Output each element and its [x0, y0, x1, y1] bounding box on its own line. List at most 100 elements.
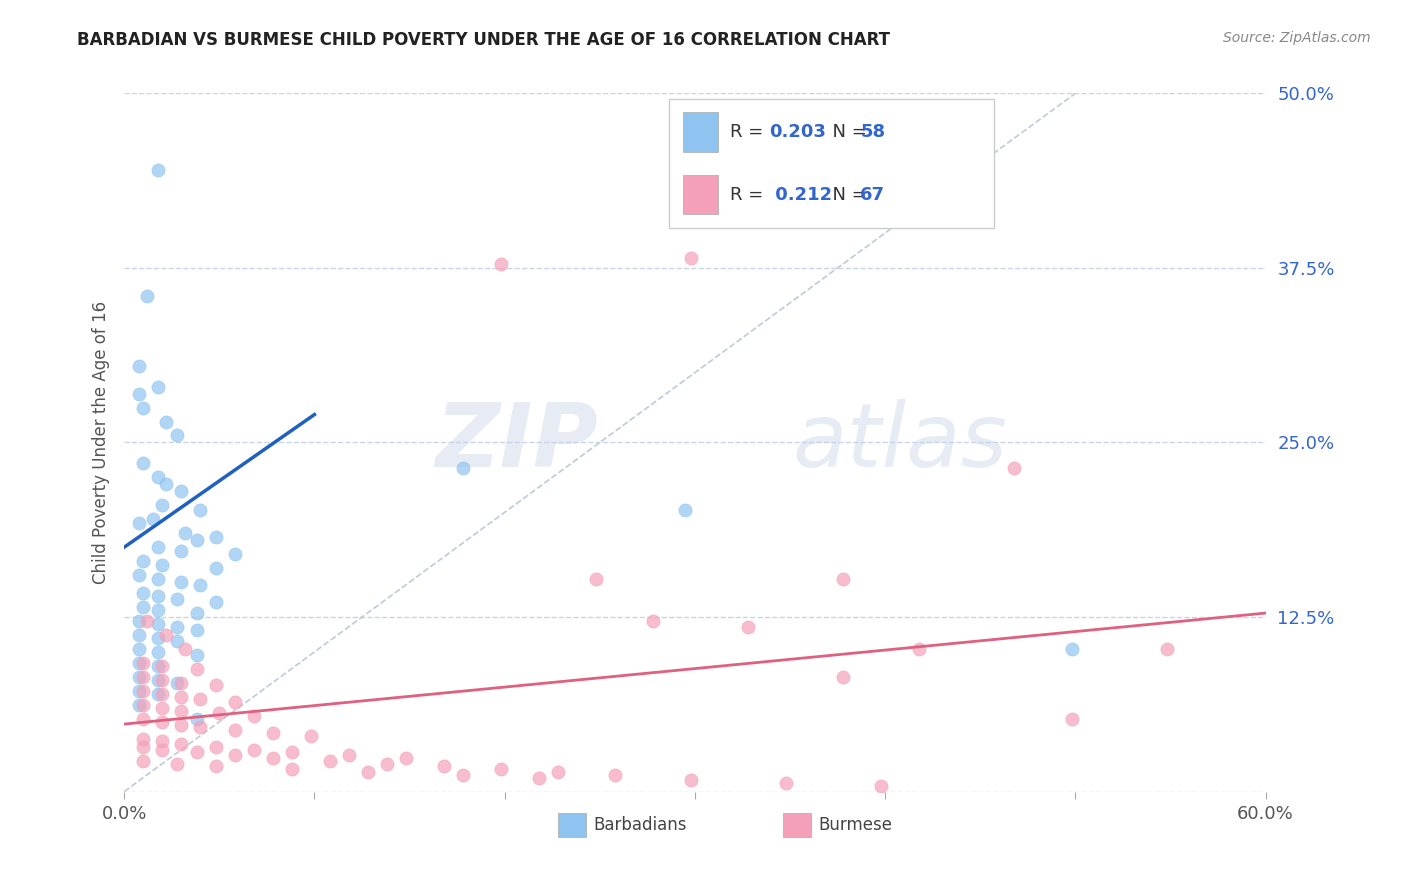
Point	[603, 768, 626, 782]
Text: BARBADIAN VS BURMESE CHILD POVERTY UNDER THE AGE OF 16 CORRELATION CHART: BARBADIAN VS BURMESE CHILD POVERTY UNDER…	[77, 31, 890, 49]
Point	[148, 617, 170, 632]
Text: Source: ZipAtlas.com: Source: ZipAtlas.com	[1223, 31, 1371, 45]
Point	[128, 614, 150, 628]
Point	[908, 642, 931, 657]
Point	[174, 642, 197, 657]
Point	[170, 717, 193, 731]
Point	[148, 631, 170, 645]
Point	[155, 628, 177, 642]
Point	[224, 547, 246, 561]
Point	[150, 687, 173, 701]
Point	[262, 726, 284, 740]
Point	[170, 737, 193, 751]
Point	[1060, 642, 1083, 657]
Point	[433, 759, 456, 773]
Point	[166, 633, 188, 648]
Y-axis label: Child Poverty Under the Age of 16: Child Poverty Under the Age of 16	[93, 301, 110, 584]
Point	[204, 759, 226, 773]
Point	[737, 620, 759, 634]
Text: ZIP: ZIP	[434, 399, 598, 486]
Point	[150, 714, 173, 729]
Text: 0.203: 0.203	[769, 123, 825, 141]
Text: 58: 58	[860, 123, 886, 141]
Point	[681, 773, 703, 788]
Point	[132, 712, 155, 726]
Point	[224, 723, 246, 738]
Point	[150, 742, 173, 756]
Point	[186, 606, 208, 620]
Point	[150, 673, 173, 687]
Point	[170, 704, 193, 718]
Point	[166, 591, 188, 606]
Point	[188, 578, 211, 592]
Point	[170, 575, 193, 590]
Point	[489, 257, 512, 271]
Point	[174, 526, 197, 541]
Point	[148, 379, 170, 393]
Point	[166, 620, 188, 634]
Point	[128, 642, 150, 657]
Text: atlas: atlas	[792, 400, 1007, 485]
Point	[150, 734, 173, 748]
Point	[299, 729, 322, 743]
Text: N =: N =	[821, 186, 873, 203]
Point	[451, 460, 474, 475]
Point	[775, 776, 797, 790]
Point	[832, 572, 855, 586]
Point	[1156, 642, 1178, 657]
Point	[585, 572, 607, 586]
Point	[132, 457, 155, 471]
Point	[204, 678, 226, 692]
Point	[150, 558, 173, 573]
Point	[375, 756, 398, 771]
Point	[1060, 712, 1083, 726]
Point	[128, 684, 150, 698]
Point	[170, 675, 193, 690]
Point	[186, 662, 208, 676]
Point	[395, 751, 418, 765]
Point	[128, 568, 150, 582]
Point	[148, 470, 170, 484]
Point	[150, 659, 173, 673]
Point	[166, 675, 188, 690]
Point	[224, 695, 246, 709]
Point	[870, 779, 893, 793]
Point	[132, 731, 155, 746]
Point	[148, 687, 170, 701]
Point	[155, 415, 177, 429]
Point	[166, 756, 188, 771]
Point	[681, 251, 703, 265]
Point	[170, 544, 193, 558]
Point	[186, 648, 208, 662]
Point	[186, 746, 208, 760]
Point	[186, 712, 208, 726]
Point	[128, 628, 150, 642]
Point	[128, 359, 150, 373]
Point	[262, 751, 284, 765]
Point	[337, 748, 360, 763]
Point	[166, 428, 188, 442]
Point	[186, 533, 208, 548]
Point	[148, 540, 170, 554]
Point	[128, 516, 150, 531]
Point	[451, 768, 474, 782]
Point	[641, 614, 664, 628]
Text: R =: R =	[730, 186, 769, 203]
Point	[208, 706, 231, 721]
Point	[242, 709, 264, 723]
Point	[148, 603, 170, 617]
Point	[357, 765, 380, 780]
Point	[132, 401, 155, 415]
Point	[204, 739, 226, 754]
Text: 0.212: 0.212	[769, 186, 832, 203]
Point	[204, 531, 226, 545]
Point	[242, 742, 264, 756]
Point	[150, 498, 173, 512]
Point	[280, 746, 302, 760]
Point	[832, 670, 855, 684]
Point	[132, 670, 155, 684]
Point	[170, 690, 193, 704]
Point	[128, 670, 150, 684]
Point	[148, 645, 170, 659]
Point	[204, 561, 226, 575]
